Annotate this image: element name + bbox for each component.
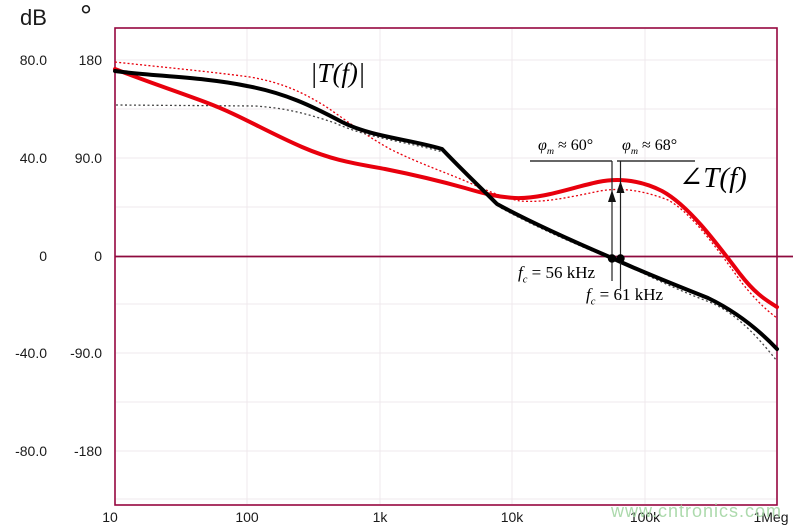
y1-tick-0: 0 xyxy=(39,248,47,264)
pm1-arrowhead-icon xyxy=(608,190,616,202)
phase-curve-dotted xyxy=(114,61,778,319)
fc1-subscript: c xyxy=(522,274,528,286)
fc1-symbol: f xyxy=(518,263,523,282)
phase-curve-label: ∠T(f) xyxy=(679,162,747,194)
gain-curve-dotted xyxy=(115,104,778,362)
fc2-value: = 61 kHz xyxy=(595,285,664,304)
y2-tick-90: 90.0 xyxy=(74,150,102,166)
pm2-symbol: φ xyxy=(622,137,631,154)
crossover-61khz-label: fc = 61 kHz xyxy=(586,285,663,307)
fc1-value: = 56 kHz xyxy=(527,263,596,282)
phase-margin-60-label: φm ≈ 60° xyxy=(538,137,593,157)
y-axis-unit-deg: ° xyxy=(80,0,92,33)
plot-frame xyxy=(114,27,778,506)
pm1-symbol: φ xyxy=(538,137,547,154)
gridlines xyxy=(116,29,776,504)
gain-curve-solid xyxy=(113,69,779,351)
pm1-subscript: m xyxy=(546,146,555,158)
pm2-subscript: m xyxy=(630,146,639,158)
y2-tick-m90: -90.0 xyxy=(70,345,102,361)
y2-tick-m180: -180 xyxy=(73,443,102,459)
fc2-symbol: f xyxy=(586,285,591,304)
watermark: www.cntronics.com xyxy=(611,501,783,521)
phase-margin-68-label: φm ≈ 68° xyxy=(622,137,677,157)
x-tick-1meg: 1Meg xyxy=(753,509,789,525)
crossover-dot-1 xyxy=(607,254,617,263)
x-tick-10: 10 xyxy=(102,509,118,525)
x-tick-100k: 100k xyxy=(629,509,661,525)
x-tick-100: 100 xyxy=(235,509,259,525)
y2-tick-0: 0 xyxy=(94,248,102,264)
x-tick-10k: 10k xyxy=(500,509,524,525)
y2-tick-180: 180 xyxy=(78,52,102,68)
y1-tick-m80: -80.0 xyxy=(15,443,47,459)
x-tick-1k: 1k xyxy=(372,509,388,525)
pm1-value: ≈ 60° xyxy=(554,137,594,154)
phase-margin-annotation xyxy=(530,160,695,289)
y1-tick-80: 80.0 xyxy=(19,52,47,68)
y-axis-unit-db: dB xyxy=(20,5,47,30)
gain-curve-label: |T(f)| xyxy=(310,58,366,88)
crossover-dot-2 xyxy=(616,254,625,263)
crossover-56khz-label: fc = 56 kHz xyxy=(518,263,595,285)
y1-tick-m40: -40.0 xyxy=(15,345,47,361)
y1-tick-40: 40.0 xyxy=(19,150,47,166)
fc2-subscript: c xyxy=(590,296,596,308)
pm2-value: ≈ 68° xyxy=(638,137,678,154)
phase-curve-solid xyxy=(113,67,779,309)
pm2-arrowhead-icon xyxy=(616,181,625,193)
